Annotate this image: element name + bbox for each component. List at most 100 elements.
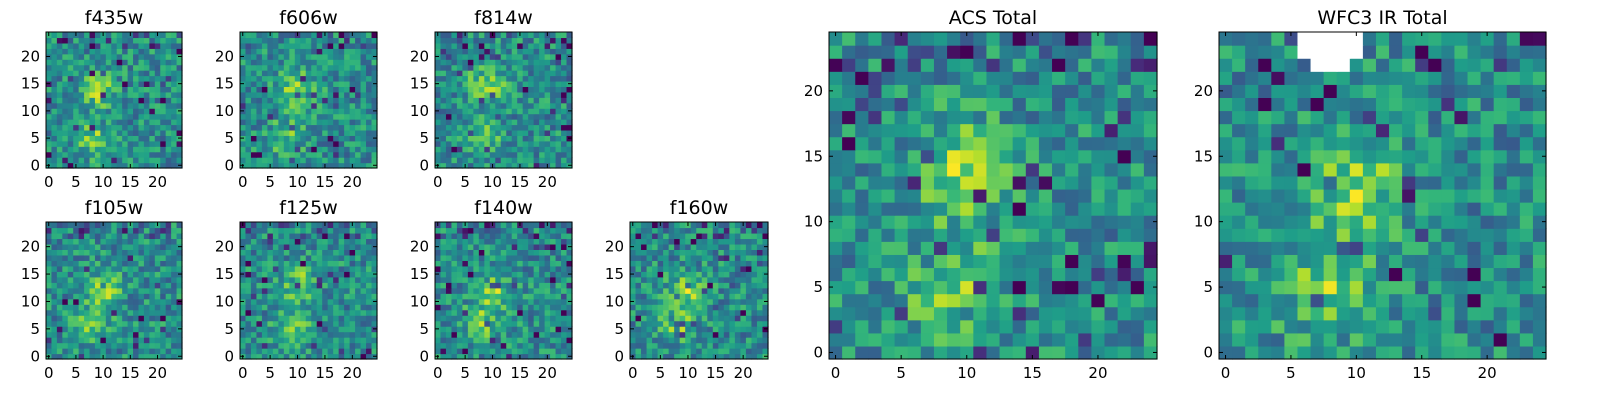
heatmap-cell xyxy=(734,232,741,240)
heatmap-cell xyxy=(316,146,323,153)
heatmap-cell xyxy=(349,249,356,256)
heatmap-cell xyxy=(544,91,551,98)
heatmap-cell xyxy=(907,188,922,203)
heatmap-cell xyxy=(116,282,123,289)
heatmap-cell xyxy=(511,37,518,44)
heatmap-cell xyxy=(160,80,167,87)
heatmap-cell xyxy=(489,64,496,71)
heatmap-cell xyxy=(371,249,378,256)
heatmap-cell xyxy=(1038,254,1053,269)
heatmap-cell xyxy=(467,135,474,142)
heatmap-cell xyxy=(668,276,675,283)
heatmap-cell xyxy=(528,265,535,272)
heatmap-cell xyxy=(707,315,714,322)
heatmap-cell xyxy=(740,337,747,344)
heatmap-cell xyxy=(344,135,351,142)
heatmap-cell xyxy=(1038,162,1053,177)
heatmap-cell xyxy=(100,282,107,289)
heatmap-cell xyxy=(84,151,91,158)
heatmap-cell xyxy=(133,348,140,355)
heatmap-cell xyxy=(322,129,329,136)
heatmap-cell xyxy=(56,48,63,55)
heatmap-cell xyxy=(484,222,491,229)
heatmap-cell xyxy=(456,342,463,349)
heatmap-cell xyxy=(555,222,562,229)
heatmap-cell xyxy=(250,227,258,234)
heatmap-cell xyxy=(154,326,161,333)
heatmap-cell xyxy=(1012,215,1027,229)
heatmap-cell xyxy=(116,48,123,55)
heatmap-cell xyxy=(751,243,758,250)
heatmap-cell xyxy=(62,342,69,349)
heatmap-cell xyxy=(78,309,85,316)
heatmap-cell xyxy=(679,342,686,349)
heatmap-cell xyxy=(500,157,507,164)
heatmap-cell xyxy=(327,151,334,158)
heatmap-cell xyxy=(723,337,730,344)
heatmap-cell xyxy=(657,271,664,278)
heatmap-cell xyxy=(62,97,69,104)
heatmap-cell xyxy=(544,342,551,349)
heatmap-cell xyxy=(506,304,513,311)
heatmap-cell xyxy=(646,315,653,322)
heatmap-cell xyxy=(105,298,112,305)
heatmap-cell xyxy=(261,342,268,349)
heatmap-cell xyxy=(707,238,714,245)
heatmap-cell xyxy=(250,315,258,322)
heatmap-cell xyxy=(506,37,513,44)
heatmap-cell xyxy=(84,254,91,261)
heatmap-cell xyxy=(445,75,453,82)
heatmap-cell xyxy=(355,282,362,289)
heatmap-cell xyxy=(278,75,285,82)
heatmap-cell xyxy=(122,342,129,349)
heatmap-cell xyxy=(555,265,562,272)
heatmap-cell xyxy=(630,337,637,344)
heatmap-cell xyxy=(311,48,318,55)
heatmap-cell xyxy=(544,293,551,300)
heatmap-cell xyxy=(500,276,507,283)
heatmap-cell xyxy=(267,151,274,158)
heatmap-cell xyxy=(933,149,948,164)
heatmap-cell xyxy=(539,265,546,272)
heatmap-cell xyxy=(1025,345,1040,360)
heatmap-cell xyxy=(456,70,463,77)
heatmap-cell xyxy=(338,276,345,283)
heatmap-cell xyxy=(947,149,961,164)
heatmap-cell xyxy=(143,326,150,333)
heatmap-cell xyxy=(94,315,101,322)
heatmap-cell xyxy=(506,287,513,294)
heatmap-cell xyxy=(555,37,562,44)
axes-frame xyxy=(239,221,378,360)
heatmap-cell xyxy=(46,70,53,77)
heatmap-cell xyxy=(316,113,323,120)
heatmap-cell xyxy=(245,222,252,229)
heatmap-cell xyxy=(176,124,183,131)
heatmap-cell xyxy=(267,320,274,327)
heatmap-cell xyxy=(122,222,129,229)
heatmap-cell xyxy=(338,254,345,261)
heatmap-cell xyxy=(51,129,58,136)
heatmap-cell xyxy=(707,337,714,344)
heatmap-cell xyxy=(440,249,447,256)
heatmap-cell xyxy=(907,345,922,360)
heatmap-cell xyxy=(1025,202,1040,216)
heatmap-cell xyxy=(122,331,129,338)
heatmap-cell xyxy=(933,241,948,255)
heatmap-cell xyxy=(756,265,764,272)
heatmap-cell xyxy=(1012,306,1027,321)
heatmap-cell xyxy=(294,309,301,316)
heatmap-cell xyxy=(338,232,345,240)
heatmap-cell xyxy=(51,91,58,98)
heatmap-cell xyxy=(685,276,692,283)
heatmap-cell xyxy=(533,238,540,245)
heatmap-cell xyxy=(933,319,948,334)
heatmap-cell xyxy=(484,227,491,234)
heatmap-cell xyxy=(484,298,491,305)
heatmap-cell xyxy=(729,320,736,327)
heatmap-cell xyxy=(544,157,551,164)
heatmap-cell xyxy=(635,238,642,245)
heatmap-cell xyxy=(84,243,91,250)
heatmap-cell xyxy=(78,254,85,261)
heatmap-cell xyxy=(283,320,290,327)
heatmap-cell xyxy=(467,64,474,71)
